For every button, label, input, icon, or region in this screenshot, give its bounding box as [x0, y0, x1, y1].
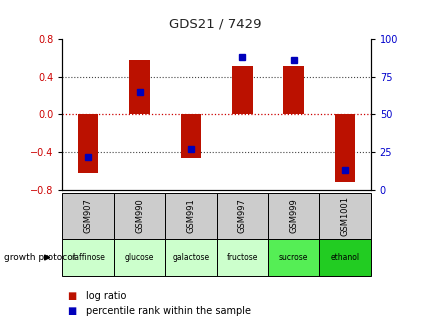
Text: GDS21 / 7429: GDS21 / 7429 [169, 18, 261, 31]
Bar [267, 193, 319, 239]
Bar [114, 239, 165, 276]
Text: GSM991: GSM991 [186, 198, 195, 233]
Text: growth protocol: growth protocol [4, 253, 76, 262]
Bar [180, 114, 201, 158]
Text: sucrose: sucrose [278, 253, 307, 262]
Text: ■: ■ [67, 306, 76, 316]
Text: galactose: galactose [172, 253, 209, 262]
Text: GSM1001: GSM1001 [340, 196, 349, 236]
Text: log ratio: log ratio [86, 291, 126, 301]
Text: GSM997: GSM997 [237, 198, 246, 233]
Bar [283, 65, 303, 114]
Bar [319, 193, 370, 239]
Bar [129, 60, 150, 114]
Bar [114, 193, 165, 239]
Text: glucose: glucose [125, 253, 154, 262]
Bar [216, 239, 267, 276]
Bar [216, 193, 267, 239]
Bar [334, 114, 354, 182]
Bar [165, 193, 216, 239]
Text: GSM999: GSM999 [289, 198, 298, 233]
Text: raffinose: raffinose [71, 253, 105, 262]
Bar [78, 114, 98, 173]
Text: fructose: fructose [226, 253, 257, 262]
Text: GSM907: GSM907 [83, 198, 92, 233]
Text: ethanol: ethanol [330, 253, 359, 262]
Text: GSM990: GSM990 [135, 198, 144, 233]
Bar [267, 239, 319, 276]
Bar [62, 239, 114, 276]
Bar [231, 65, 252, 114]
Bar [62, 193, 114, 239]
Bar [165, 239, 216, 276]
Bar [319, 239, 370, 276]
Text: percentile rank within the sample: percentile rank within the sample [86, 306, 251, 316]
Text: ■: ■ [67, 291, 76, 301]
